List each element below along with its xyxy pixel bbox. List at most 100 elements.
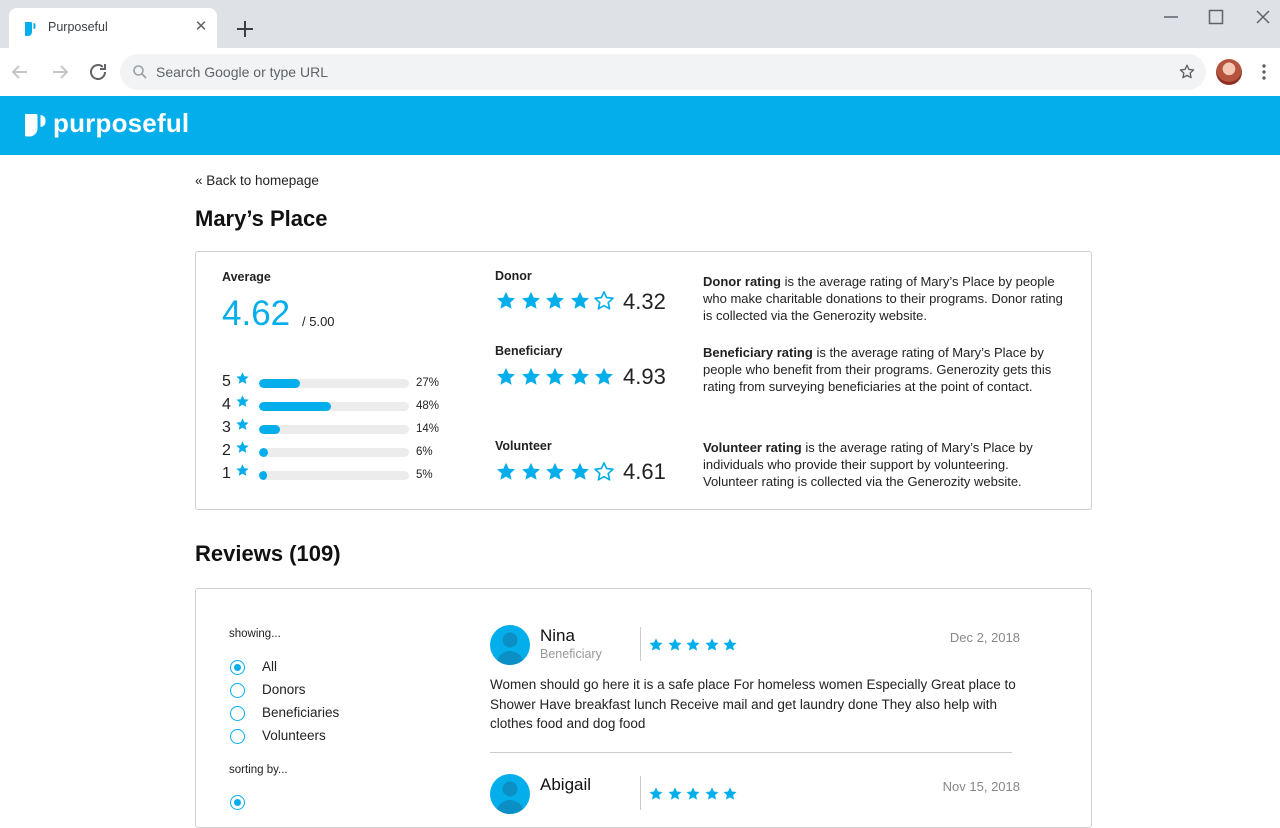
distribution-bar [259, 425, 409, 434]
star-filled-icon [723, 787, 737, 800]
star-filled-icon [570, 462, 589, 480]
showing-label: showing... [229, 628, 281, 640]
sort-option-radio[interactable] [230, 794, 410, 812]
volunteer-rating-label: Volunteer [495, 439, 552, 453]
star-filled-icon [497, 462, 515, 480]
browser-tab[interactable]: Purposeful ✕ [9, 8, 217, 48]
star-icon [236, 418, 249, 430]
purposeful-logo-icon[interactable] [24, 113, 48, 138]
star-filled-icon [546, 367, 564, 385]
site-logo-text[interactable]: purposeful [53, 108, 190, 138]
distribution-star-count: 5 [222, 373, 231, 390]
forward-arrow-icon[interactable] [48, 60, 72, 84]
distribution-bar [259, 402, 409, 411]
more-vert-icon[interactable] [1256, 62, 1272, 82]
review-date: Nov 15, 2018 [942, 779, 1020, 794]
purposeful-favicon-icon [25, 22, 36, 36]
filter-label[interactable]: All [262, 659, 278, 674]
radio-button[interactable] [230, 660, 245, 675]
star-filled-icon [649, 638, 663, 651]
review-stars [648, 637, 738, 653]
distribution-bar-fill [259, 379, 300, 388]
close-window-icon[interactable] [1252, 6, 1274, 28]
tab-title: Purposeful [48, 20, 108, 34]
reviews-title: Reviews (109) [195, 541, 341, 566]
reviewer-role: Beneficiary [540, 647, 602, 661]
divider [640, 776, 641, 810]
user-icon [496, 781, 524, 814]
site-header: purposeful [0, 96, 1280, 155]
star-filled-icon [521, 291, 540, 309]
filter-donors-radio[interactable]: Donors [230, 682, 410, 700]
profile-avatar[interactable] [1216, 59, 1242, 85]
maximize-window-icon[interactable] [1205, 6, 1227, 28]
radio-button[interactable] [230, 729, 245, 744]
beneficiary-rating-term: Beneficiary rating [703, 345, 813, 360]
star-filled-icon [704, 787, 719, 800]
new-tab-button[interactable] [232, 16, 258, 42]
beneficiary-stars [495, 366, 613, 388]
star-filled-icon [570, 291, 589, 309]
distribution-percent: 14% [416, 423, 440, 435]
star-filled-icon [546, 462, 564, 480]
filter-label[interactable]: Beneficiaries [262, 705, 340, 720]
back-to-homepage-link[interactable]: « Back to homepage [195, 173, 319, 188]
distribution-percent: 27% [416, 377, 440, 389]
star-icon [236, 464, 249, 476]
review-text: Women should go here it is a safe place … [490, 677, 1016, 731]
radio-button[interactable] [230, 795, 245, 810]
donor-rating-label: Donor [495, 269, 532, 283]
reviewer-name: Nina [540, 626, 575, 645]
radio-button[interactable] [230, 683, 245, 698]
bookmark-star-icon[interactable] [1178, 63, 1196, 81]
star-outline-icon [594, 462, 614, 481]
beneficiary-rating-explanation: is the average rating of Mary’s Place by… [703, 345, 1052, 394]
filter-all-radio[interactable]: All [230, 659, 410, 677]
beneficiary-rating-value: 4.93 [623, 364, 666, 389]
distribution-percent: 5% [416, 469, 433, 481]
close-tab-icon[interactable]: ✕ [194, 18, 208, 35]
review-divider [490, 752, 1012, 753]
star-filled-icon [546, 291, 564, 309]
distribution-star-count: 1 [222, 465, 231, 482]
page-title: Mary’s Place [195, 206, 328, 231]
filter-volunteers-radio[interactable]: Volunteers [230, 728, 410, 746]
user-icon [496, 632, 524, 665]
volunteer-rating-description: Volunteer rating is the average rating o… [703, 439, 1063, 490]
distribution-row: 4 48% [222, 395, 452, 416]
address-input[interactable] [156, 62, 1156, 82]
donor-rating-explanation: is the average rating of Mary’s Place by… [703, 274, 1063, 323]
filter-label[interactable]: Volunteers [262, 728, 326, 743]
review-item: Abigail Nov 15, 2018 [490, 774, 1020, 827]
distribution-percent: 48% [416, 400, 440, 412]
reload-icon[interactable] [86, 60, 110, 84]
address-bar[interactable] [120, 54, 1206, 90]
volunteer-stars [495, 461, 614, 483]
search-icon [133, 65, 147, 79]
star-icon [236, 395, 249, 407]
distribution-bar [259, 471, 409, 480]
distribution-star-count: 4 [222, 396, 231, 413]
beneficiary-rating-description: Beneficiary rating is the average rating… [703, 344, 1063, 395]
plus-icon [237, 21, 253, 37]
browser-toolbar [0, 48, 1280, 96]
filter-label[interactable]: Donors [262, 682, 306, 697]
sorting-label: sorting by... [229, 764, 288, 776]
review-date: Dec 2, 2018 [949, 630, 1020, 645]
back-arrow-icon[interactable] [8, 60, 32, 84]
distribution-bar-fill [259, 402, 331, 411]
star-filled-icon [521, 462, 540, 480]
star-filled-icon [521, 367, 540, 385]
filter-beneficiaries-radio[interactable]: Beneficiaries [230, 705, 410, 723]
donor-stars [495, 290, 614, 312]
distribution-bar [259, 379, 409, 388]
radio-button[interactable] [230, 706, 245, 721]
distribution-row: 5 27% [222, 372, 452, 393]
minimize-window-icon[interactable] [1160, 6, 1182, 28]
distribution-star-count: 3 [222, 419, 231, 436]
distribution-percent: 6% [416, 446, 433, 458]
review-item: Nina Beneficiary Dec 2, 2018 Women shoul… [490, 625, 1020, 755]
star-icon [236, 372, 249, 384]
beneficiary-rating-label: Beneficiary [495, 344, 563, 358]
distribution-bar-fill [259, 471, 267, 480]
